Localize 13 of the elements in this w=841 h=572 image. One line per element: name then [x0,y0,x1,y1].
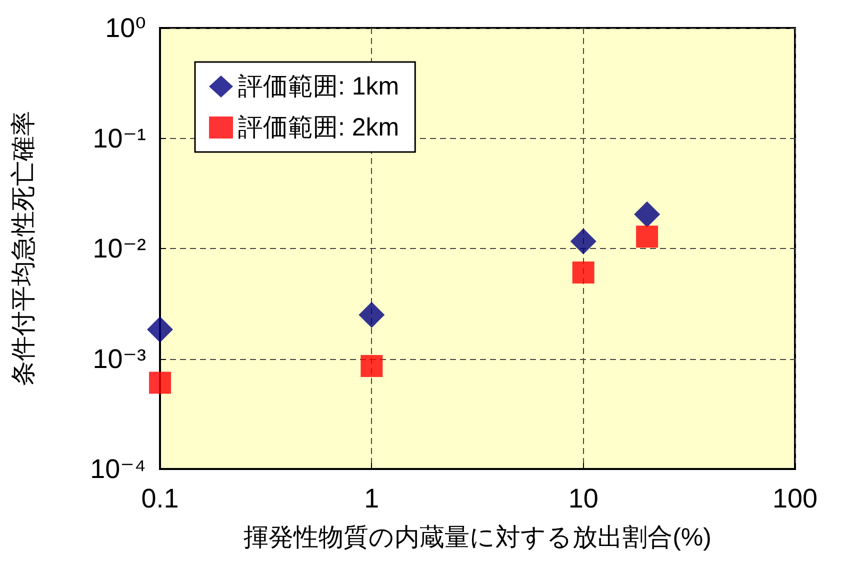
x-axis-title: 揮発性物質の内蔵量に対する放出割合(%) [244,524,712,552]
y-tick-label: 10⁻⁴ [90,454,146,484]
legend-label: 評価範囲: 1km [238,72,400,100]
x-tick-label: 100 [772,484,818,514]
y-tick-label: 10⁻² [92,234,146,264]
y-tick-label: 10⁰ [105,13,146,43]
x-tick-label: 1 [364,484,380,514]
legend-label: 評価範囲: 2km [238,114,400,142]
y-axis-title: 条件付平均急性死亡確率 [10,111,38,386]
y-tick-label: 10⁻¹ [92,123,146,154]
x-tick-label: 10 [568,484,598,514]
x-tick-label: 0.1 [141,484,179,514]
y-tick-label: 10⁻³ [92,344,146,374]
